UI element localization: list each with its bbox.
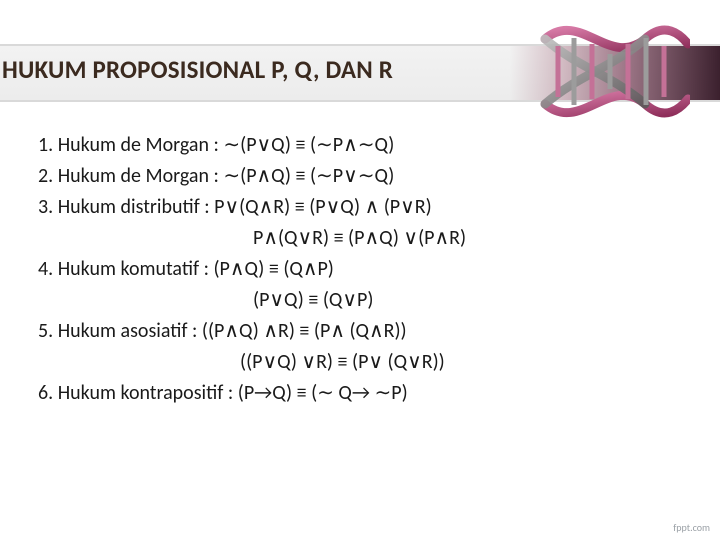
law-line: 1. Hukum de Morgan : ∼(P∨Q) ≡ (∼P∧∼Q): [38, 130, 682, 161]
slide: HUKUM PROPOSISIONAL P, Q, DAN R 1. Hukum…: [0, 0, 720, 540]
law-line: 6. Hukum kontrapositif : (P→Q) ≡ (∼ Q→ ∼…: [38, 378, 682, 409]
content-block: 1. Hukum de Morgan : ∼(P∨Q) ≡ (∼P∧∼Q) 2.…: [38, 130, 682, 409]
law-line-cont: P∧(Q∨R) ≡ (P∧Q) ∨(P∧R): [38, 223, 682, 254]
footer-attribution: fppt.com: [673, 521, 710, 534]
law-line: 3. Hukum distributif : P∨(Q∧R) ≡ (P∨Q) ∧…: [38, 192, 682, 223]
law-line: 2. Hukum de Morgan : ∼(P∧Q) ≡ (∼P∨∼Q): [38, 161, 682, 192]
law-line-cont: (P∨Q) ≡ (Q∨P): [38, 285, 682, 316]
law-line-cont: ((P∨Q) ∨R) ≡ (P∨ (Q∨R)): [38, 347, 682, 378]
law-line: 4. Hukum komutatif : (P∧Q) ≡ (Q∧P): [38, 254, 682, 285]
dna-helix-icon: [540, 24, 690, 119]
slide-title: HUKUM PROPOSISIONAL P, Q, DAN R: [0, 54, 393, 85]
law-line: 5. Hukum asosiatif : ((P∧Q) ∧R) ≡ (P∧ (Q…: [38, 316, 682, 347]
